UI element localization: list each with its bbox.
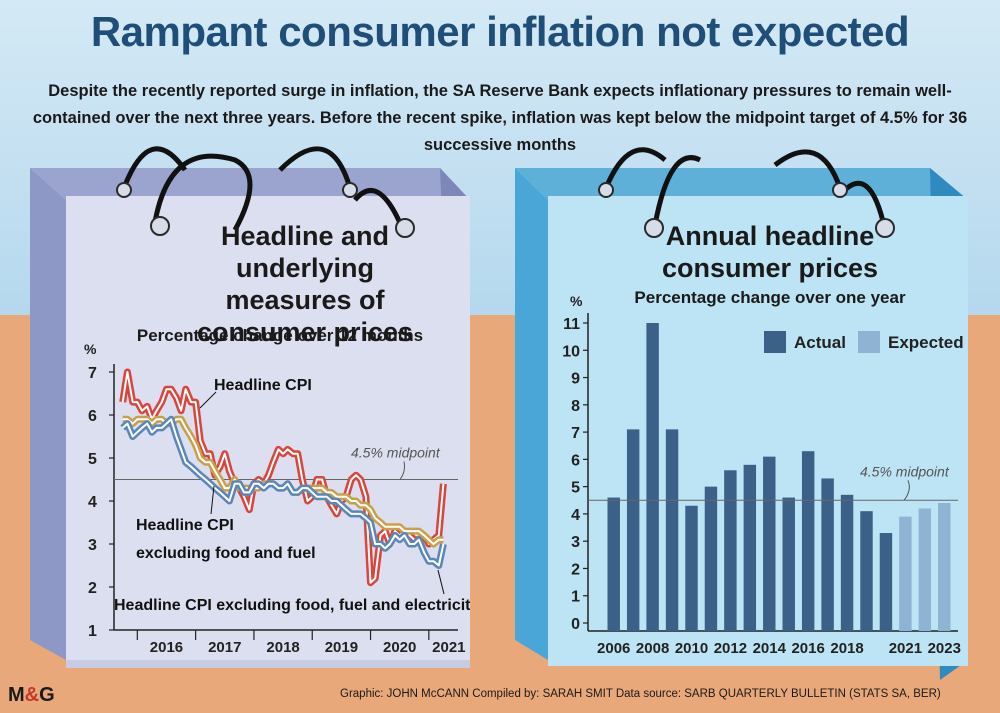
line-y-tick-label: 1 — [88, 623, 97, 640]
line-chart: % 1 2 3 4 5 6 7 2016 2017 2018 2019 2020 2021 4.5% mid… — [84, 341, 470, 656]
bar-x-tick-label: 2006 — [597, 640, 630, 657]
bar — [724, 470, 737, 631]
bar-x-tick-label: 2014 — [753, 640, 787, 657]
legend-label-expected: Expected — [888, 333, 964, 352]
bar-y-unit: % — [570, 293, 583, 309]
legend-swatch-expected — [858, 331, 880, 353]
bar — [938, 503, 951, 631]
handle-rivets — [116, 182, 895, 238]
bar — [821, 478, 834, 631]
bar — [607, 497, 620, 631]
bar — [704, 486, 718, 631]
bar — [763, 456, 776, 631]
bar — [918, 508, 932, 631]
left-chart-title: Headline and underlying measures of cons… — [196, 221, 414, 347]
line-midpoint-leader — [399, 461, 405, 480]
line-y-tick-label: 4 — [88, 494, 97, 511]
line-x-tick-label: 2020 — [383, 639, 416, 656]
right-chart-title: Annual headline consumer prices — [661, 221, 879, 283]
bar-y-tick-label: 5 — [571, 480, 580, 497]
bar — [840, 494, 854, 631]
line-annotation: Headline CPI excluding food, fuel and el… — [114, 597, 470, 614]
bar-x-tick-label: 2008 — [636, 640, 669, 657]
bar — [626, 429, 640, 631]
credit-line: Graphic: JOHN McCANN Compiled by: SARAH … — [340, 688, 941, 700]
line-midpoint-label: 4.5% midpoint — [351, 445, 441, 461]
line-x-tick-label: 2017 — [208, 639, 241, 656]
bar — [743, 464, 757, 631]
bar-x-tick-label: 2012 — [714, 640, 747, 657]
line-annotation: Headline CPI — [136, 517, 234, 534]
bar-x-tick-label: 2016 — [791, 640, 824, 657]
bar-x-tick-label: 2023 — [928, 640, 961, 657]
line-y-tick-label: 5 — [88, 451, 97, 468]
line-annotation-leader — [199, 391, 217, 409]
bar — [879, 533, 893, 631]
line-y-unit: % — [84, 341, 97, 357]
legend-swatch-actual — [764, 331, 786, 353]
legend-label-actual: Actual — [794, 333, 846, 352]
line-x-tick-label: 2016 — [150, 639, 183, 656]
bar-y-tick-label: 0 — [571, 616, 580, 633]
bar-y-tick-label: 8 — [571, 398, 580, 415]
bar — [782, 497, 795, 631]
line-series-outline — [120, 415, 447, 569]
line-y-tick-label: 3 — [88, 537, 97, 554]
line-annotation-leader — [210, 485, 215, 515]
bar-y-tick-label: 3 — [571, 534, 580, 551]
bar-x-tick-label: 2021 — [889, 640, 922, 657]
bar — [685, 505, 698, 631]
page-subtitle: Despite the recently reported surge in i… — [32, 82, 968, 154]
bar-x-tick-label: 2018 — [830, 640, 863, 657]
bar-y-tick-label: 11 — [563, 316, 580, 333]
line-annotation: Headline CPI — [214, 377, 312, 394]
bar-y-tick-label: 2 — [571, 561, 580, 578]
right-chart-subtitle: Percentage change over one year — [634, 288, 906, 307]
bar-y-tick-label: 6 — [571, 452, 580, 469]
publisher-logo: M&G — [8, 684, 55, 706]
bar — [665, 429, 679, 631]
bar — [801, 451, 815, 631]
left-chart-subtitle: Percentage change over 12 months — [136, 326, 424, 345]
bar-y-tick-label: 9 — [571, 371, 580, 388]
line-y-tick-label: 2 — [88, 580, 97, 597]
bar — [646, 323, 659, 631]
line-annotation-leader — [437, 569, 445, 595]
bar-y-tick-label: 7 — [571, 425, 580, 442]
line-y-tick-label: 7 — [88, 365, 97, 382]
line-y-tick-label: 6 — [88, 408, 97, 425]
bar-y-tick-label: 1 — [571, 589, 580, 606]
line-x-tick-label: 2019 — [325, 639, 358, 656]
line-series-path — [122, 418, 445, 567]
line-annotation: excluding food and fuel — [136, 545, 316, 562]
bar — [860, 511, 873, 631]
line-x-tick-label: 2018 — [266, 639, 299, 656]
bar-y-tick-label: 10 — [562, 343, 580, 360]
bar-y-tick-label: 4 — [571, 507, 580, 524]
bar — [899, 516, 912, 631]
bar-midpoint-leader — [903, 480, 910, 501]
bar-midpoint-label: 4.5% midpoint — [860, 463, 950, 479]
bar-chart: % 0 1 2 3 4 5 6 7 8 9 10 11 4.5% midpoint 2006 2008 2010… — [562, 293, 964, 657]
line-x-tick-label: 2021 — [432, 639, 465, 656]
bar-x-tick-label: 2010 — [675, 640, 708, 657]
page-title: Rampant consumer inflation not expected — [90, 8, 910, 55]
